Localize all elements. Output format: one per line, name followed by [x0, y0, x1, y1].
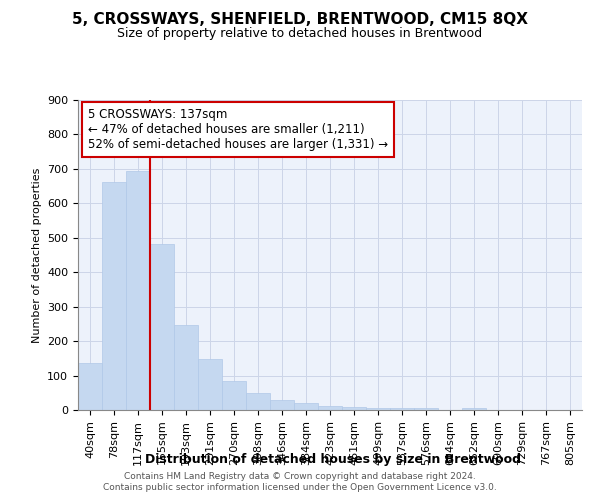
- Bar: [246, 393, 270, 410]
- Bar: [318, 406, 342, 410]
- Text: Size of property relative to detached houses in Brentwood: Size of property relative to detached ho…: [118, 28, 482, 40]
- Text: 5 CROSSWAYS: 137sqm
← 47% of detached houses are smaller (1,211)
52% of semi-det: 5 CROSSWAYS: 137sqm ← 47% of detached ho…: [88, 108, 388, 151]
- Bar: [102, 182, 126, 410]
- Bar: [126, 172, 150, 410]
- Text: Contains public sector information licensed under the Open Government Licence v3: Contains public sector information licen…: [103, 484, 497, 492]
- Bar: [366, 408, 390, 410]
- Y-axis label: Number of detached properties: Number of detached properties: [32, 168, 41, 342]
- Bar: [78, 363, 102, 410]
- Bar: [390, 408, 414, 410]
- Bar: [198, 360, 222, 410]
- Bar: [270, 400, 294, 410]
- Bar: [414, 408, 438, 410]
- Text: 5, CROSSWAYS, SHENFIELD, BRENTWOOD, CM15 8QX: 5, CROSSWAYS, SHENFIELD, BRENTWOOD, CM15…: [72, 12, 528, 28]
- Bar: [150, 244, 174, 410]
- Bar: [462, 408, 486, 410]
- Bar: [294, 403, 318, 410]
- Bar: [222, 381, 246, 410]
- Text: Contains HM Land Registry data © Crown copyright and database right 2024.: Contains HM Land Registry data © Crown c…: [124, 472, 476, 481]
- Bar: [342, 406, 366, 410]
- Bar: [174, 326, 198, 410]
- Text: Distribution of detached houses by size in Brentwood: Distribution of detached houses by size …: [145, 452, 521, 466]
